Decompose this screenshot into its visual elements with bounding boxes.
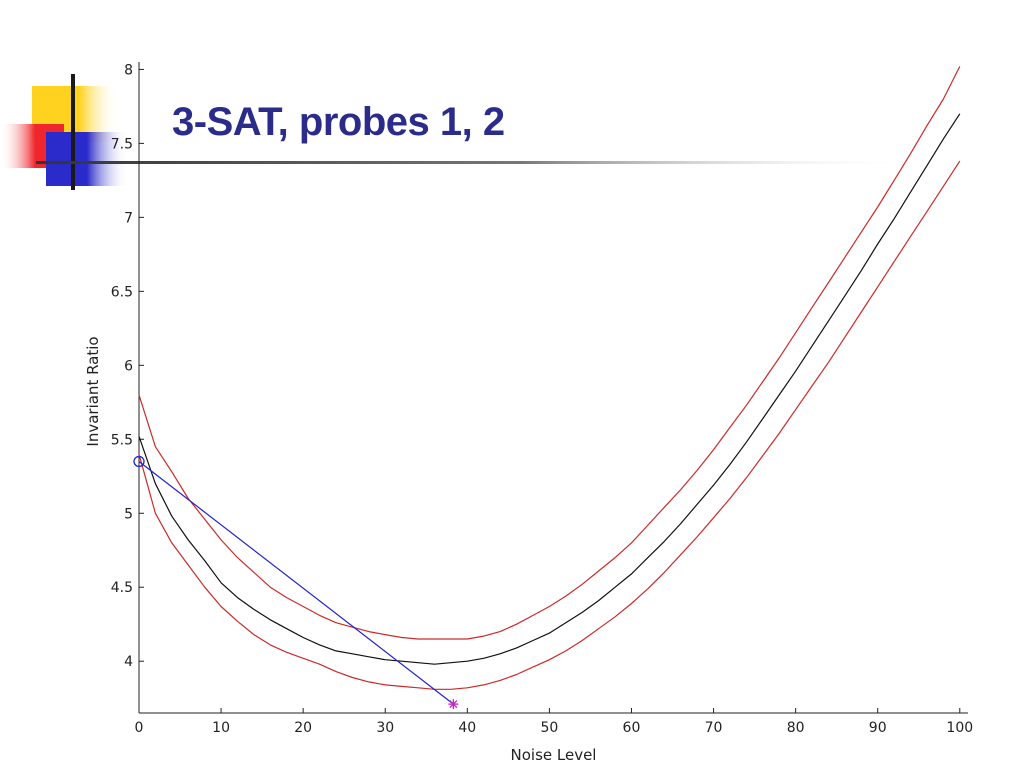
x-tick-label: 90 [869,720,887,736]
x-tick-label: 50 [540,720,558,736]
x-tick-label: 30 [376,720,394,736]
x-tick-label: 10 [212,720,230,736]
slide-decoration [0,74,916,190]
chart-series [138,66,961,705]
marker-star [448,699,459,710]
series-line-0 [138,66,961,640]
slide-title: 3-SAT, probes 1, 2 [172,100,505,144]
y-tick-label: 8 [124,62,133,78]
marker-star-stroke [449,700,458,709]
x-tick-label: 100 [946,720,973,736]
chart-axes: 0 10 20 30 40 50 60 70 80 90 100 4 4.5 5 5.5 6 6.5 7 7.5 8 [111,62,973,736]
x-tick-label: 40 [458,720,476,736]
y-tick-label: 5.5 [111,432,133,448]
marker-circle [133,455,145,468]
x-axis-label: Noise Level [511,746,597,764]
x-tick-label: 70 [705,720,723,736]
y-axis-label: Invariant Ratio [84,336,102,446]
y-tick-label: 5 [124,506,133,522]
series-line-2 [138,160,961,690]
y-tick-label: 7 [124,210,133,226]
y-tick-label: 7.5 [111,136,133,152]
x-tick-label: 80 [787,720,805,736]
y-tick-label: 4 [124,654,133,670]
y-tick-label: 4.5 [111,580,133,596]
decor-horizontal-rule [36,161,916,164]
series-line-3 [138,461,454,705]
x-tick-label: 0 [135,720,144,736]
decor-blue-block [46,132,128,186]
series-line-1 [138,113,961,665]
decor-vertical-line [71,74,75,190]
chart-markers [133,455,459,710]
y-tick-label: 6.5 [111,284,133,300]
x-tick-label: 20 [294,720,312,736]
x-tick-label: 60 [623,720,641,736]
y-tick-label: 6 [124,358,133,374]
